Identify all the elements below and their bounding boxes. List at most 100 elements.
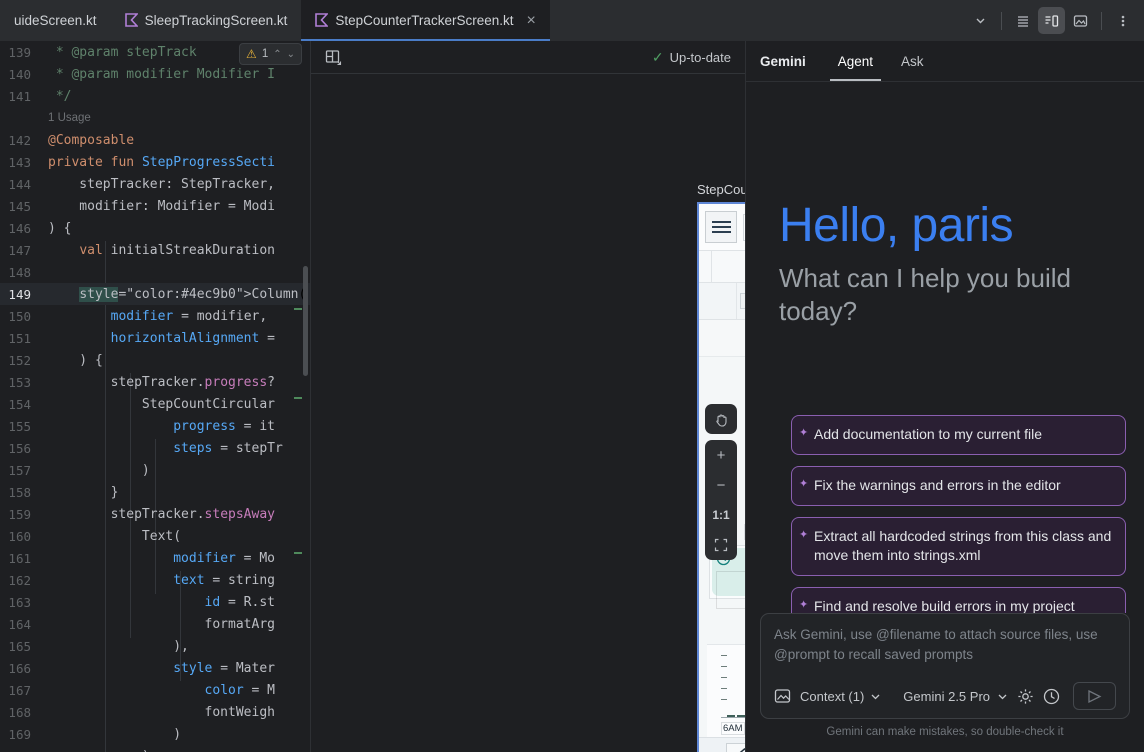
check-icon: ✓ — [651, 48, 664, 65]
code-text: color = M — [204, 682, 275, 698]
zoom-out-button[interactable]: − — [716, 476, 726, 494]
code-line[interactable]: 154 StepCountCircular — [0, 393, 310, 415]
code-text: val initialStreakDuration — [79, 242, 275, 258]
line-number: 143 — [8, 154, 31, 170]
code-line[interactable]: 152 ) { — [0, 349, 310, 371]
line-number: 170 — [0, 749, 40, 752]
code-line[interactable]: 145 modifier: Modifier = Modi — [0, 195, 310, 217]
code-line[interactable]: 139 * @param stepTrack — [0, 41, 310, 63]
code-line[interactable]: 151 horizontalAlignment = — [0, 327, 310, 349]
activity-bar-chart: 6AM 12PM 6PM 12AM — [707, 644, 745, 739]
nav-item-home[interactable]: Home — [699, 738, 745, 752]
model-selector[interactable]: Gemini 2.5 Pro — [903, 689, 1008, 704]
code-line[interactable]: 147 val initialStreakDuration — [0, 239, 310, 261]
chevron-down-icon[interactable] — [967, 7, 994, 34]
editor-scrollbar[interactable] — [303, 266, 308, 376]
code-editor[interactable]: 139 * @param stepTrack 140 * @param modif… — [0, 41, 310, 752]
usage-hint[interactable]: 1 Usage — [48, 112, 91, 124]
gemini-input-area: Ask Gemini, use @filename to attach sour… — [746, 613, 1144, 752]
code-text: private fun StepProgressSecti — [48, 154, 275, 170]
code-line[interactable]: 169 ) — [0, 723, 310, 745]
suggestion-card[interactable]: ✦ Find and resolve build errors in my pr… — [791, 586, 1126, 613]
change-marker — [294, 397, 302, 399]
close-icon[interactable]: × — [526, 11, 536, 29]
ai-sparkle-icon: ✦ — [799, 528, 809, 541]
kotlin-file-icon — [315, 13, 329, 28]
clock-history-icon[interactable] — [1043, 688, 1060, 705]
code-line[interactable]: 160 Text( — [0, 525, 310, 547]
code-line[interactable]: 153 stepTracker.progress? — [0, 371, 310, 393]
code-text: */ — [48, 88, 72, 104]
gemini-panel: Gemini Agent Ask Hello, paris What can I… — [745, 41, 1144, 752]
more-options-icon[interactable] — [1109, 7, 1136, 34]
preview-device-frame[interactable]: Tuesday, April 23 Day Week Month — [697, 202, 745, 752]
split-editor-icon[interactable] — [1038, 7, 1065, 34]
context-selector[interactable]: Context (1) — [800, 689, 881, 704]
code-line[interactable]: 163 id = R.st — [0, 591, 310, 613]
code-line[interactable]: 142 @Composable — [0, 129, 310, 151]
code-line[interactable]: 156 steps = stepTr — [0, 437, 310, 459]
list-view-icon[interactable] — [1009, 7, 1036, 34]
send-button[interactable] — [1073, 682, 1116, 710]
gear-icon[interactable] — [1017, 688, 1034, 705]
range-tab-day[interactable]: Day — [737, 283, 745, 319]
tab-agent[interactable]: Agent — [824, 41, 887, 81]
code-line[interactable]: 148 — [0, 261, 310, 283]
code-line[interactable]: 143 private fun StepProgressSecti — [0, 151, 310, 173]
next-warning-icon[interactable]: ⌄ — [286, 48, 295, 60]
code-line[interactable]: 141 */ — [0, 85, 310, 107]
line-number: 152 — [8, 352, 31, 368]
code-line[interactable]: 166 style = Mater — [0, 657, 310, 679]
tab-list: uideScreen.kt SleepTrackingScreen.kt Ste… — [0, 0, 963, 41]
code-line[interactable]: 155 progress = it — [0, 415, 310, 437]
code-line[interactable]: 149 style="color:#4ec9b0">Column( — [0, 283, 310, 305]
code-line[interactable]: 162 text = string — [0, 569, 310, 591]
steps-away-message: You’re 345 steps away from your — [744, 524, 745, 540]
line-number: 148 — [8, 264, 31, 280]
inspection-widget[interactable]: ⚠ 1 ⌃ ⌄ — [239, 43, 302, 65]
zoom-actual-size-button[interactable]: 1:1 — [712, 508, 730, 522]
preview-layout-icon[interactable] — [325, 49, 342, 66]
line-number: 150 — [8, 308, 31, 324]
tab-stepcountertrackerscreen[interactable]: StepCounterTrackerScreen.kt × — [301, 0, 551, 41]
image-preview-icon[interactable] — [1067, 7, 1094, 34]
prev-warning-icon[interactable]: ⌃ — [273, 48, 282, 60]
stat-value: 01:15 min — [716, 571, 745, 609]
code-line[interactable]: 146) { — [0, 217, 310, 239]
ai-sparkle-icon: ✦ — [799, 477, 809, 490]
preview-canvas[interactable]: StepCounterTrackerScreenPreview (stepTra… — [311, 74, 745, 752]
code-text: progress = it — [173, 418, 275, 434]
code-line[interactable]: 161 modifier = Mo — [0, 547, 310, 569]
code-line[interactable]: 168 fontWeigh — [0, 701, 310, 723]
code-text: modifier = Mo — [173, 550, 275, 566]
suggestion-card[interactable]: ✦ Extract all hardcoded strings from thi… — [791, 516, 1126, 576]
zoom-in-button[interactable]: + — [716, 446, 726, 464]
code-line[interactable]: 167 color = M — [0, 679, 310, 701]
code-line[interactable]: 140 * @param modifier Modifier I — [0, 63, 310, 85]
compose-preview-pane: ✓ Up-to-date StepCounterTrackerScreenPre… — [310, 41, 745, 752]
code-line[interactable]: 164 formatArg — [0, 613, 310, 635]
code-line[interactable]: 165 ), — [0, 635, 310, 657]
app-top-bar — [699, 204, 745, 251]
model-label: Gemini 2.5 Pro — [903, 688, 990, 704]
code-line[interactable]: 144 stepTracker: StepTracker, — [0, 173, 310, 195]
suggestion-card[interactable]: ✦ Fix the warnings and errors in the edi… — [791, 465, 1126, 506]
tab-uidescreen[interactable]: uideScreen.kt — [0, 0, 111, 41]
hamburger-menu-icon[interactable] — [705, 211, 737, 243]
code-line[interactable]: 157 ) — [0, 459, 310, 481]
suggestion-card[interactable]: ✦ Add documentation to my current file — [791, 415, 1126, 455]
search-input[interactable] — [743, 213, 745, 241]
prompt-input[interactable]: Ask Gemini, use @filename to attach sour… — [774, 627, 1098, 662]
code-line[interactable]: 150 modifier = modifier, — [0, 305, 310, 327]
divider — [1001, 11, 1002, 30]
attach-image-icon[interactable] — [774, 688, 791, 704]
code-line[interactable]: 158 } — [0, 481, 310, 503]
tab-sleeptrackingscreen[interactable]: SleepTrackingScreen.kt — [111, 0, 302, 41]
tab-ask[interactable]: Ask — [901, 53, 924, 69]
code-line[interactable]: 170 ) — [0, 745, 310, 752]
code-text: stepTracker.stepsAway — [48, 506, 275, 522]
pan-tool-icon[interactable] — [705, 404, 737, 434]
prompt-box[interactable]: Ask Gemini, use @filename to attach sour… — [760, 613, 1130, 719]
code-line[interactable]: 159 stepTracker.stepsAway — [0, 503, 310, 525]
zoom-fit-button[interactable] — [705, 530, 737, 560]
